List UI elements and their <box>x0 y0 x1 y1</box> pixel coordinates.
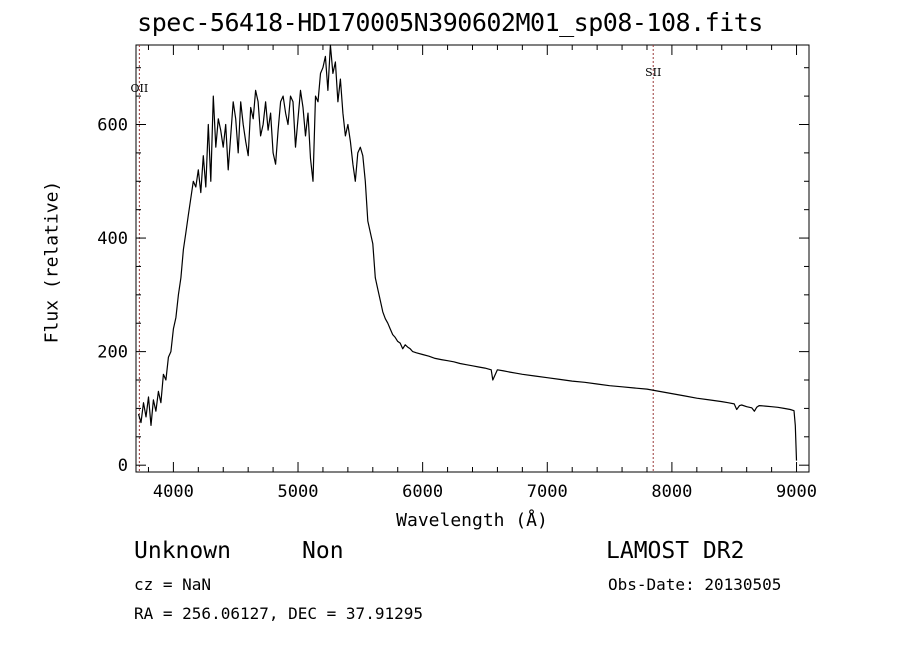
spectrum-line <box>137 44 798 461</box>
emission-line-label: OII <box>131 82 149 95</box>
y-tick-label: 200 <box>97 343 128 363</box>
x-tick-label: 7000 <box>527 482 568 502</box>
x-tick-label: 9000 <box>776 482 817 502</box>
y-tick-label: 400 <box>97 229 128 249</box>
observation-date: Obs-Date: 20130505 <box>608 575 782 594</box>
x-tick-label: 4000 <box>153 482 194 502</box>
x-tick-label: 8000 <box>651 482 692 502</box>
chart-title: spec-56418-HD170005N390602M01_sp08-108.f… <box>137 8 763 37</box>
x-tick-label: 6000 <box>402 482 443 502</box>
object-class: Unknown <box>134 538 231 564</box>
survey-name: LAMOST DR2 <box>606 538 745 564</box>
x-axis-label: Wavelength (Å) <box>396 510 548 531</box>
y-tick-label: 600 <box>97 115 128 135</box>
x-tick-label: 5000 <box>278 482 319 502</box>
object-subclass: Non <box>302 538 344 564</box>
redshift-value: cz = NaN <box>134 575 212 594</box>
plot-frame <box>135 44 810 473</box>
y-tick-label: 0 <box>118 456 128 476</box>
y-axis-label: Flux (relative) <box>41 180 63 344</box>
coordinates: RA = 256.06127, DEC = 37.91295 <box>134 604 423 623</box>
emission-line-label: SII <box>645 66 661 79</box>
